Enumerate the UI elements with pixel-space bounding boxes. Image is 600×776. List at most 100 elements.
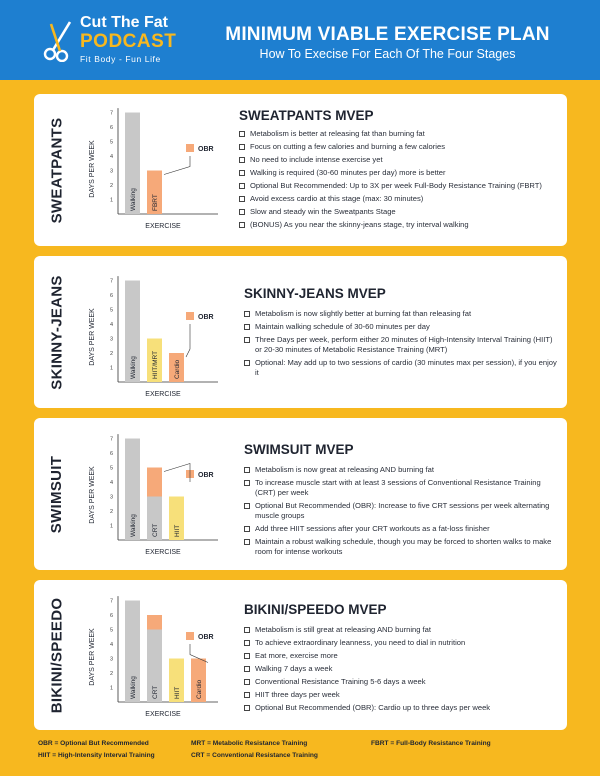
list-item: Slow and steady win the Sweatpants Stage: [239, 207, 557, 217]
stage-label: SWEATPANTS: [48, 117, 66, 223]
legend-pointer: [185, 324, 191, 358]
list-item: Metabolism is now great at releasing AND…: [244, 465, 557, 475]
bar: [125, 112, 140, 214]
bar: [125, 600, 140, 702]
list-item: To achieve extraordinary leanness, you n…: [244, 638, 557, 648]
y-tick-label: 3: [110, 657, 113, 663]
bullet-list: Metabolism is now great at releasing AND…: [244, 465, 557, 560]
legend-pointer: [163, 156, 191, 175]
y-tick-label: 6: [110, 125, 113, 131]
x-axis-label: EXERCISE: [145, 391, 181, 398]
list-item: Add three HIIT sessions after your CRT w…: [244, 524, 557, 534]
y-tick-label: 1: [110, 524, 113, 530]
legend-swatch: [186, 144, 194, 152]
stage-label: BIKINI/SPEEDO: [48, 597, 66, 713]
y-tick-label: 6: [110, 613, 113, 619]
list-item: To increase muscle start with at least 3…: [244, 478, 557, 498]
y-axis-label: DAYS PER WEEK: [89, 628, 96, 686]
scissors-icon: [43, 21, 72, 62]
y-tick-label: 7: [110, 437, 113, 443]
y-tick-label: 3: [110, 337, 113, 343]
list-item: Maintain walking schedule of 30-60 minut…: [244, 322, 557, 332]
bar-label: Cardio: [196, 679, 203, 699]
bar-label: Walking: [130, 514, 137, 537]
list-item: Focus on cutting a few calories and burn…: [239, 142, 557, 152]
list-item: Optional But Recommended (OBR): Increase…: [244, 501, 557, 521]
header: Cut The Fat PODCAST Fit Body - Fun Life …: [0, 0, 600, 80]
y-axis-label: DAYS PER WEEK: [89, 308, 96, 366]
legend-label: OBR: [198, 472, 214, 479]
section-title: SWEATPANTS MVEP: [239, 108, 374, 123]
x-axis-label: EXERCISE: [145, 223, 181, 230]
y-tick-label: 1: [110, 366, 113, 372]
legend-pointer: [163, 463, 191, 482]
y-axis-label: DAYS PER WEEK: [89, 466, 96, 524]
bar-obr: [147, 467, 162, 497]
y-tick-label: 4: [110, 322, 113, 328]
legend-label: OBR: [198, 634, 214, 641]
bar: [147, 629, 162, 702]
bar-chart: DAYS PER WEEK 1 2 3 4 5 6 7 Walking CRT HIIT Cardio…: [86, 590, 226, 726]
bar-label: Walking: [130, 188, 137, 211]
list-item: Metabolism is still great at releasing A…: [244, 625, 557, 635]
list-item: Walking is required (30-60 minutes per d…: [239, 168, 557, 178]
y-tick-label: 4: [110, 154, 113, 160]
bullet-list: Metabolism is better at releasing fat th…: [239, 129, 557, 233]
section-title: SWIMSUIT MVEP: [244, 442, 354, 457]
bar: [125, 280, 140, 382]
list-item: Optional: May add up to two sessions of …: [244, 358, 557, 378]
y-tick-label: 3: [110, 495, 113, 501]
bar: [147, 496, 162, 540]
section-skinny-jeans: SKINNY-JEANS DAYS PER WEEK 1 2 3 4 5 6 7 Walking…: [34, 256, 567, 408]
footer-obr: OBR = Optional But Recommended: [38, 740, 149, 747]
list-item: Walking 7 days a week: [244, 664, 557, 674]
y-tick-label: 1: [110, 198, 113, 204]
bar-obr: [191, 658, 206, 702]
y-tick-label: 5: [110, 628, 113, 634]
y-tick-label: 2: [110, 509, 113, 515]
legend-swatch: [186, 632, 194, 640]
bar-chart: DAYS PER WEEK 1 2 3 4 5 6 7 Walking CRT HIIT OBR EXE…: [86, 428, 226, 564]
bar-obr: [147, 615, 162, 630]
x-axis-label: EXERCISE: [145, 549, 181, 556]
y-tick-label: 4: [110, 642, 113, 648]
list-item: Conventional Resistance Training 5-6 day…: [244, 677, 557, 687]
list-item: Avoid excess cardio at this stage (max: …: [239, 194, 557, 204]
bar-chart: DAYS PER WEEK 1 2 3 4 5 6 7 Walking FBRT OBR EXERCI…: [86, 102, 226, 238]
y-tick-label: 5: [110, 308, 113, 314]
logo-tagline: Fit Body - Fun Life: [80, 54, 161, 64]
list-item: Maintain a robust walking schedule, thou…: [244, 537, 557, 557]
podcast-logo: Cut The Fat PODCAST Fit Body - Fun Life: [42, 10, 182, 70]
y-tick-label: 7: [110, 111, 113, 117]
list-item: Optional But Recommended (OBR): Cardio u…: [244, 703, 557, 713]
bullet-list: Metabolism is still great at releasing A…: [244, 625, 557, 716]
y-tick-label: 5: [110, 466, 113, 472]
bar-label: Walking: [130, 676, 137, 699]
list-item: Optional But Recommended: Up to 3X per w…: [239, 181, 557, 191]
bar-obr: [169, 353, 184, 382]
y-tick-label: 7: [110, 279, 113, 285]
y-tick-label: 1: [110, 686, 113, 692]
bar-label: HIIT/MRT: [152, 351, 159, 379]
legend-swatch: [186, 312, 194, 320]
bar-label: HIIT: [174, 525, 181, 537]
section-sweatpants: SWEATPANTS DAYS PER WEEK 1 2 3 4 5 6 7 Walking FB…: [34, 94, 567, 246]
bar: [147, 338, 162, 382]
bar-chart: DAYS PER WEEK 1 2 3 4 5 6 7 Walking HIIT/MRT Cardi…: [86, 270, 226, 406]
bar-label: CRT: [152, 524, 159, 537]
bar-label: HIIT: [174, 687, 181, 699]
logo-podcast: PODCAST: [80, 31, 177, 52]
page-subtitle: How To Execise For Each Of The Four Stag…: [259, 47, 516, 61]
bar-label: FBRT: [152, 194, 159, 211]
list-item: (BONUS) As you near the skinny-jeans sta…: [239, 220, 557, 230]
y-tick-label: 2: [110, 351, 113, 357]
section-swimsuit: SWIMSUIT DAYS PER WEEK 1 2 3 4 5 6 7 Walking CRT H…: [34, 418, 567, 570]
section-bikini-speedo: BIKINI/SPEEDO DAYS PER WEEK 1 2 3 4 5 6 7 Walkin…: [34, 580, 567, 730]
y-tick-label: 4: [110, 480, 113, 486]
y-tick-label: 7: [110, 599, 113, 605]
y-axis-label: DAYS PER WEEK: [89, 140, 96, 198]
stage-label: SWIMSUIT: [48, 455, 66, 533]
list-item: Three Days per week, perform either 20 m…: [244, 335, 557, 355]
logo-title: Cut The Fat: [80, 14, 168, 31]
x-axis-label: EXERCISE: [145, 711, 181, 718]
